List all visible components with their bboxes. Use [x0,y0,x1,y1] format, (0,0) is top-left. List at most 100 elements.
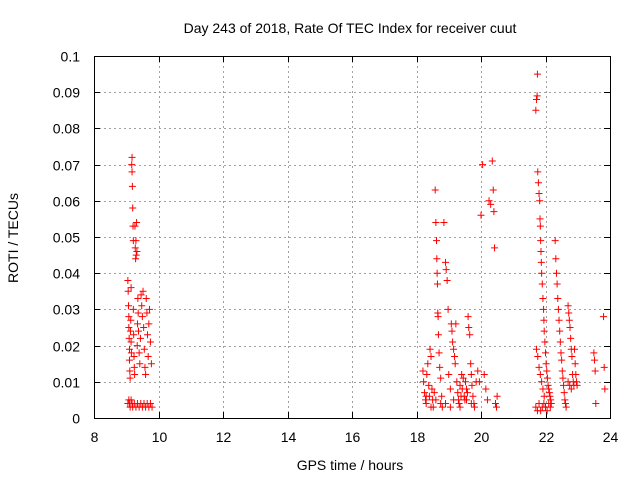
data-point [471,403,479,411]
data-point [432,219,440,227]
data-point [537,247,545,255]
y-tick-label: 0.03 [53,302,80,318]
data-point [532,106,540,114]
data-point [542,360,550,368]
data-point [558,356,566,364]
data-point [425,381,433,389]
data-point [432,237,440,245]
data-point [438,392,446,400]
data-point [492,403,500,411]
data-point [567,385,575,393]
data-point [127,316,135,324]
data-point [540,305,548,313]
data-point [433,280,441,288]
y-tick-label: 0 [72,411,80,427]
data-point [467,371,475,379]
x-tick-label: 14 [281,429,297,445]
data-point [442,258,450,266]
data-point [148,403,156,411]
data-point [144,331,152,339]
data-point [126,374,134,382]
data-point [479,161,487,169]
data-point [561,400,569,408]
data-point [545,400,553,408]
x-tick-label: 22 [539,429,555,445]
data-point [144,352,152,360]
data-point [125,334,133,342]
data-point [490,208,498,216]
data-point [145,305,153,313]
data-point [475,378,483,386]
data-point [540,316,548,324]
data-point [591,356,599,364]
y-tick-label: 0.1 [61,49,81,65]
data-point [534,168,542,176]
data-point [462,385,470,393]
data-point [539,385,547,393]
data-point [467,400,475,408]
y-tick-label: 0.07 [53,158,80,174]
data-point [533,92,541,100]
data-point [487,200,495,208]
data-point [536,215,544,223]
data-point [146,338,154,346]
data-point [536,222,544,230]
data-point [556,338,564,346]
data-point [464,313,472,321]
data-point [422,400,430,408]
data-point [538,269,546,277]
data-point [127,349,135,357]
data-point [573,381,581,389]
data-point [543,367,551,375]
data-point [459,374,467,382]
data-point [552,255,560,263]
data-point [488,157,496,165]
data-point [566,324,574,331]
data-point [533,70,541,78]
data-point [572,371,580,379]
data-point [455,400,463,408]
data-point [132,251,140,259]
data-point [542,349,549,357]
data-point [560,381,568,389]
data-point [540,392,548,400]
data-point [442,400,450,408]
data-point [556,327,564,335]
data-point [130,352,138,360]
data-point [565,309,573,317]
data-point [480,371,488,379]
data-point [436,363,444,371]
data-point [600,313,608,321]
data-point [438,403,446,411]
chart-title: Day 243 of 2018, Rate Of TEC Index for r… [184,20,517,36]
data-point [537,237,545,245]
data-point [139,287,147,295]
data-point [565,316,573,324]
data-point [138,313,146,321]
data-point [444,305,452,313]
data-point [451,360,459,368]
data-point [450,345,458,353]
data-point [546,403,554,411]
data-point [485,197,493,205]
data-point [426,345,434,353]
data-point [140,324,148,331]
data-point [442,266,450,274]
data-point [536,197,544,205]
data-point [540,327,548,335]
data-point [551,237,559,245]
data-point [422,396,430,404]
data-point [125,356,133,364]
data-point [469,392,477,400]
data-point [146,400,154,408]
y-tick-label: 0.01 [53,375,80,391]
data-point [136,334,144,342]
data-point [434,313,442,321]
data-point [537,407,545,415]
data-point [489,186,497,194]
data-point [590,349,598,357]
data-point [537,258,545,266]
data-point [129,204,137,212]
data-point [136,360,144,368]
data-point [543,374,551,382]
